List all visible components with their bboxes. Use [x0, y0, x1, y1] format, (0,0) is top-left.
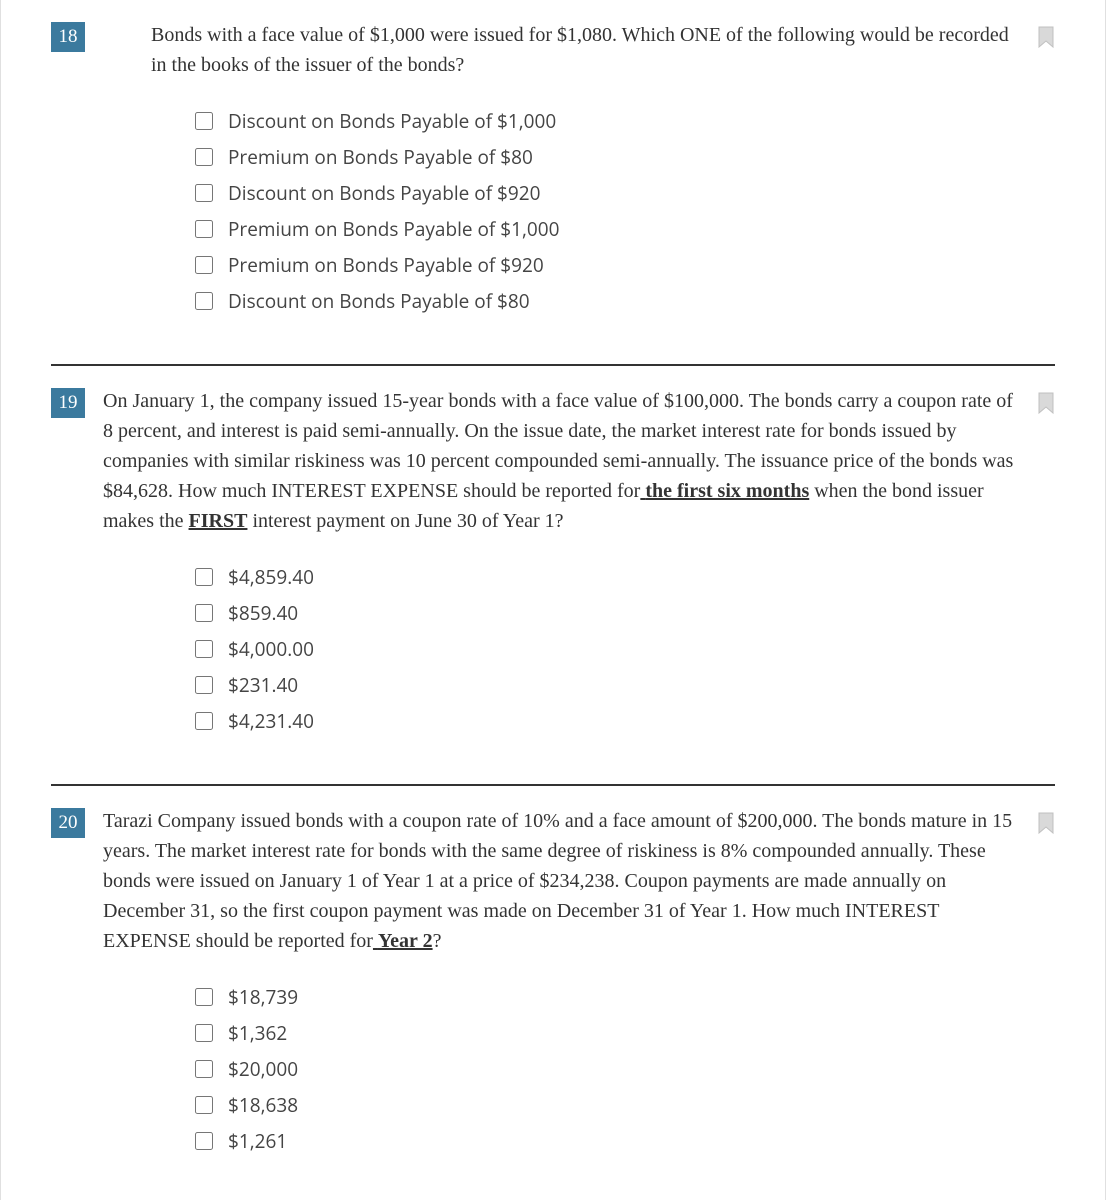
option-checkbox[interactable] [195, 148, 213, 166]
options-list: Discount on Bonds Payable of $1,000 Prem… [191, 108, 1055, 314]
bookmark-icon[interactable] [1037, 392, 1055, 414]
option[interactable]: Premium on Bonds Payable of $80 [191, 144, 1055, 170]
option[interactable]: $18,739 [191, 984, 1055, 1010]
option-checkbox[interactable] [195, 640, 213, 658]
option-checkbox[interactable] [195, 1060, 213, 1078]
option-label: $4,859.40 [228, 564, 314, 590]
option[interactable]: $1,261 [191, 1128, 1055, 1154]
option-label: Premium on Bonds Payable of $920 [228, 252, 544, 278]
option-label: $18,638 [228, 1092, 298, 1118]
quiz-page: 18 Bonds with a face value of $1,000 wer… [0, 0, 1106, 1200]
question-number-badge: 18 [51, 22, 85, 52]
option-label: $1,362 [228, 1020, 287, 1046]
option[interactable]: $231.40 [191, 672, 1055, 698]
option[interactable]: $4,000.00 [191, 636, 1055, 662]
option-checkbox[interactable] [195, 1024, 213, 1042]
option-checkbox[interactable] [195, 988, 213, 1006]
option-label: $4,231.40 [228, 708, 314, 734]
option[interactable]: Discount on Bonds Payable of $80 [191, 288, 1055, 314]
option-label: Premium on Bonds Payable of $80 [228, 144, 533, 170]
option-checkbox[interactable] [195, 256, 213, 274]
option-label: $859.40 [228, 600, 298, 626]
option-label: $1,261 [228, 1128, 287, 1154]
option-checkbox[interactable] [195, 112, 213, 130]
option-checkbox[interactable] [195, 568, 213, 586]
options-list: $4,859.40 $859.40 $4,000.00 $231.40 $4,2… [191, 564, 1055, 734]
option-checkbox[interactable] [195, 1132, 213, 1150]
option-checkbox[interactable] [195, 220, 213, 238]
option-label: $20,000 [228, 1056, 298, 1082]
option[interactable]: $4,231.40 [191, 708, 1055, 734]
option-checkbox[interactable] [195, 1096, 213, 1114]
question-header: 19 On January 1, the company issued 15-y… [51, 386, 1055, 536]
option[interactable]: Premium on Bonds Payable of $920 [191, 252, 1055, 278]
option[interactable]: Premium on Bonds Payable of $1,000 [191, 216, 1055, 242]
option[interactable]: $20,000 [191, 1056, 1055, 1082]
option-checkbox[interactable] [195, 676, 213, 694]
question-prompt: Tarazi Company issued bonds with a coupo… [103, 806, 1055, 956]
bookmark-icon[interactable] [1037, 812, 1055, 834]
question-header: 18 Bonds with a face value of $1,000 wer… [51, 20, 1055, 80]
option-checkbox[interactable] [195, 184, 213, 202]
option[interactable]: $1,362 [191, 1020, 1055, 1046]
question-number-badge: 20 [51, 808, 85, 838]
bookmark-icon[interactable] [1037, 26, 1055, 48]
question-number-badge: 19 [51, 388, 85, 418]
option-label: Discount on Bonds Payable of $80 [228, 288, 530, 314]
question-20: 20 Tarazi Company issued bonds with a co… [51, 784, 1055, 1154]
option-checkbox[interactable] [195, 712, 213, 730]
option[interactable]: Discount on Bonds Payable of $1,000 [191, 108, 1055, 134]
option-label: Discount on Bonds Payable of $1,000 [228, 108, 556, 134]
question-19: 19 On January 1, the company issued 15-y… [51, 364, 1055, 734]
option[interactable]: $859.40 [191, 600, 1055, 626]
option[interactable]: Discount on Bonds Payable of $920 [191, 180, 1055, 206]
question-header: 20 Tarazi Company issued bonds with a co… [51, 806, 1055, 956]
option[interactable]: $4,859.40 [191, 564, 1055, 590]
question-18: 18 Bonds with a face value of $1,000 wer… [51, 0, 1055, 314]
option-checkbox[interactable] [195, 292, 213, 310]
option-label: $18,739 [228, 984, 298, 1010]
options-list: $18,739 $1,362 $20,000 $18,638 $1,261 [191, 984, 1055, 1154]
question-prompt: On January 1, the company issued 15-year… [103, 386, 1055, 536]
question-prompt: Bonds with a face value of $1,000 were i… [151, 20, 1055, 80]
option-label: $231.40 [228, 672, 298, 698]
option-label: Discount on Bonds Payable of $920 [228, 180, 540, 206]
option-label: $4,000.00 [228, 636, 314, 662]
option-checkbox[interactable] [195, 604, 213, 622]
option-label: Premium on Bonds Payable of $1,000 [228, 216, 560, 242]
option[interactable]: $18,638 [191, 1092, 1055, 1118]
